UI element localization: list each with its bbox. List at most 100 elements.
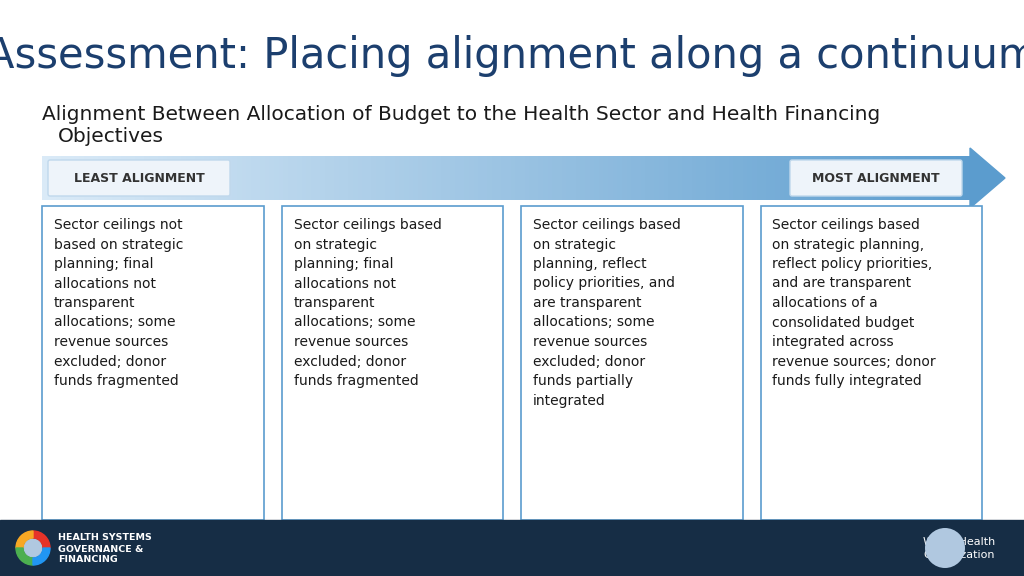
Bar (775, 156, 780, 200)
Bar (548, 156, 553, 200)
Bar (928, 156, 934, 200)
Bar (88, 156, 93, 200)
Bar (473, 156, 478, 200)
Bar (487, 156, 493, 200)
Bar (742, 156, 748, 200)
Bar (845, 156, 850, 200)
Bar (381, 156, 386, 200)
Bar (265, 156, 270, 200)
Bar (497, 156, 502, 200)
Bar (79, 156, 84, 200)
Bar (274, 156, 280, 200)
Text: Assessment: Placing alignment along a continuum: Assessment: Placing alignment along a co… (0, 35, 1024, 77)
Bar (493, 156, 498, 200)
Bar (385, 156, 390, 200)
Bar (436, 156, 441, 200)
Bar (209, 156, 214, 200)
Bar (246, 156, 251, 200)
Bar (60, 156, 66, 200)
Bar (394, 156, 399, 200)
Bar (581, 156, 586, 200)
Bar (914, 156, 920, 200)
Bar (951, 156, 956, 200)
Text: MOST ALIGNMENT: MOST ALIGNMENT (812, 172, 940, 184)
Bar (678, 156, 683, 200)
FancyBboxPatch shape (790, 160, 962, 196)
Text: Sector ceilings based
on strategic planning,
reflect policy priorities,
and are : Sector ceilings based on strategic plann… (772, 218, 936, 388)
Bar (242, 156, 247, 200)
Bar (566, 156, 571, 200)
Bar (455, 156, 460, 200)
Bar (924, 156, 929, 200)
Bar (390, 156, 395, 200)
Bar (126, 156, 131, 200)
Bar (799, 156, 804, 200)
Bar (339, 156, 344, 200)
Bar (464, 156, 469, 200)
Bar (724, 156, 729, 200)
Bar (590, 156, 595, 200)
Bar (933, 156, 938, 200)
Bar (650, 156, 655, 200)
Text: HEALTH SYSTEMS: HEALTH SYSTEMS (58, 533, 152, 543)
Bar (612, 156, 617, 200)
Bar (427, 156, 432, 200)
Bar (752, 156, 757, 200)
Bar (441, 156, 446, 200)
Bar (808, 156, 813, 200)
Text: Alignment Between Allocation of Budget to the Health Sector and Health Financing: Alignment Between Allocation of Budget t… (42, 104, 881, 123)
Bar (148, 156, 154, 200)
Bar (830, 156, 836, 200)
Bar (942, 156, 947, 200)
Wedge shape (16, 531, 33, 548)
Text: GOVERNANCE &: GOVERNANCE & (58, 544, 143, 554)
Bar (562, 156, 567, 200)
Bar (70, 156, 75, 200)
Bar (770, 156, 775, 200)
Bar (938, 156, 943, 200)
Bar (344, 156, 349, 200)
Bar (117, 156, 122, 200)
Bar (75, 156, 80, 200)
Text: Sector ceilings based
on strategic
planning; final
allocations not
transparent
a: Sector ceilings based on strategic plann… (294, 218, 441, 388)
Bar (659, 156, 665, 200)
Bar (502, 156, 507, 200)
Bar (854, 156, 859, 200)
Bar (543, 156, 548, 200)
Bar (469, 156, 474, 200)
Bar (673, 156, 678, 200)
Bar (520, 156, 525, 200)
Bar (840, 156, 845, 200)
Bar (826, 156, 831, 200)
Bar (682, 156, 687, 200)
Bar (399, 156, 404, 200)
Bar (251, 156, 256, 200)
Bar (269, 156, 274, 200)
Text: FINANCING: FINANCING (58, 555, 118, 564)
Bar (849, 156, 854, 200)
Bar (282, 206, 503, 520)
Bar (330, 156, 335, 200)
Bar (529, 156, 535, 200)
Bar (900, 156, 905, 200)
Bar (255, 156, 260, 200)
Bar (293, 156, 298, 200)
Text: Sector ceilings based
on strategic
planning, reflect
policy priorities, and
are : Sector ceilings based on strategic plann… (534, 218, 681, 407)
Bar (557, 156, 562, 200)
Bar (696, 156, 701, 200)
Bar (56, 156, 61, 200)
Bar (654, 156, 659, 200)
Bar (158, 156, 163, 200)
Bar (524, 156, 529, 200)
Bar (353, 156, 358, 200)
Bar (403, 156, 409, 200)
Bar (733, 156, 738, 200)
Bar (761, 156, 766, 200)
Bar (539, 156, 544, 200)
Bar (669, 156, 674, 200)
Bar (185, 156, 191, 200)
Bar (51, 156, 56, 200)
Bar (372, 156, 377, 200)
Bar (761, 206, 982, 520)
Bar (284, 156, 289, 200)
